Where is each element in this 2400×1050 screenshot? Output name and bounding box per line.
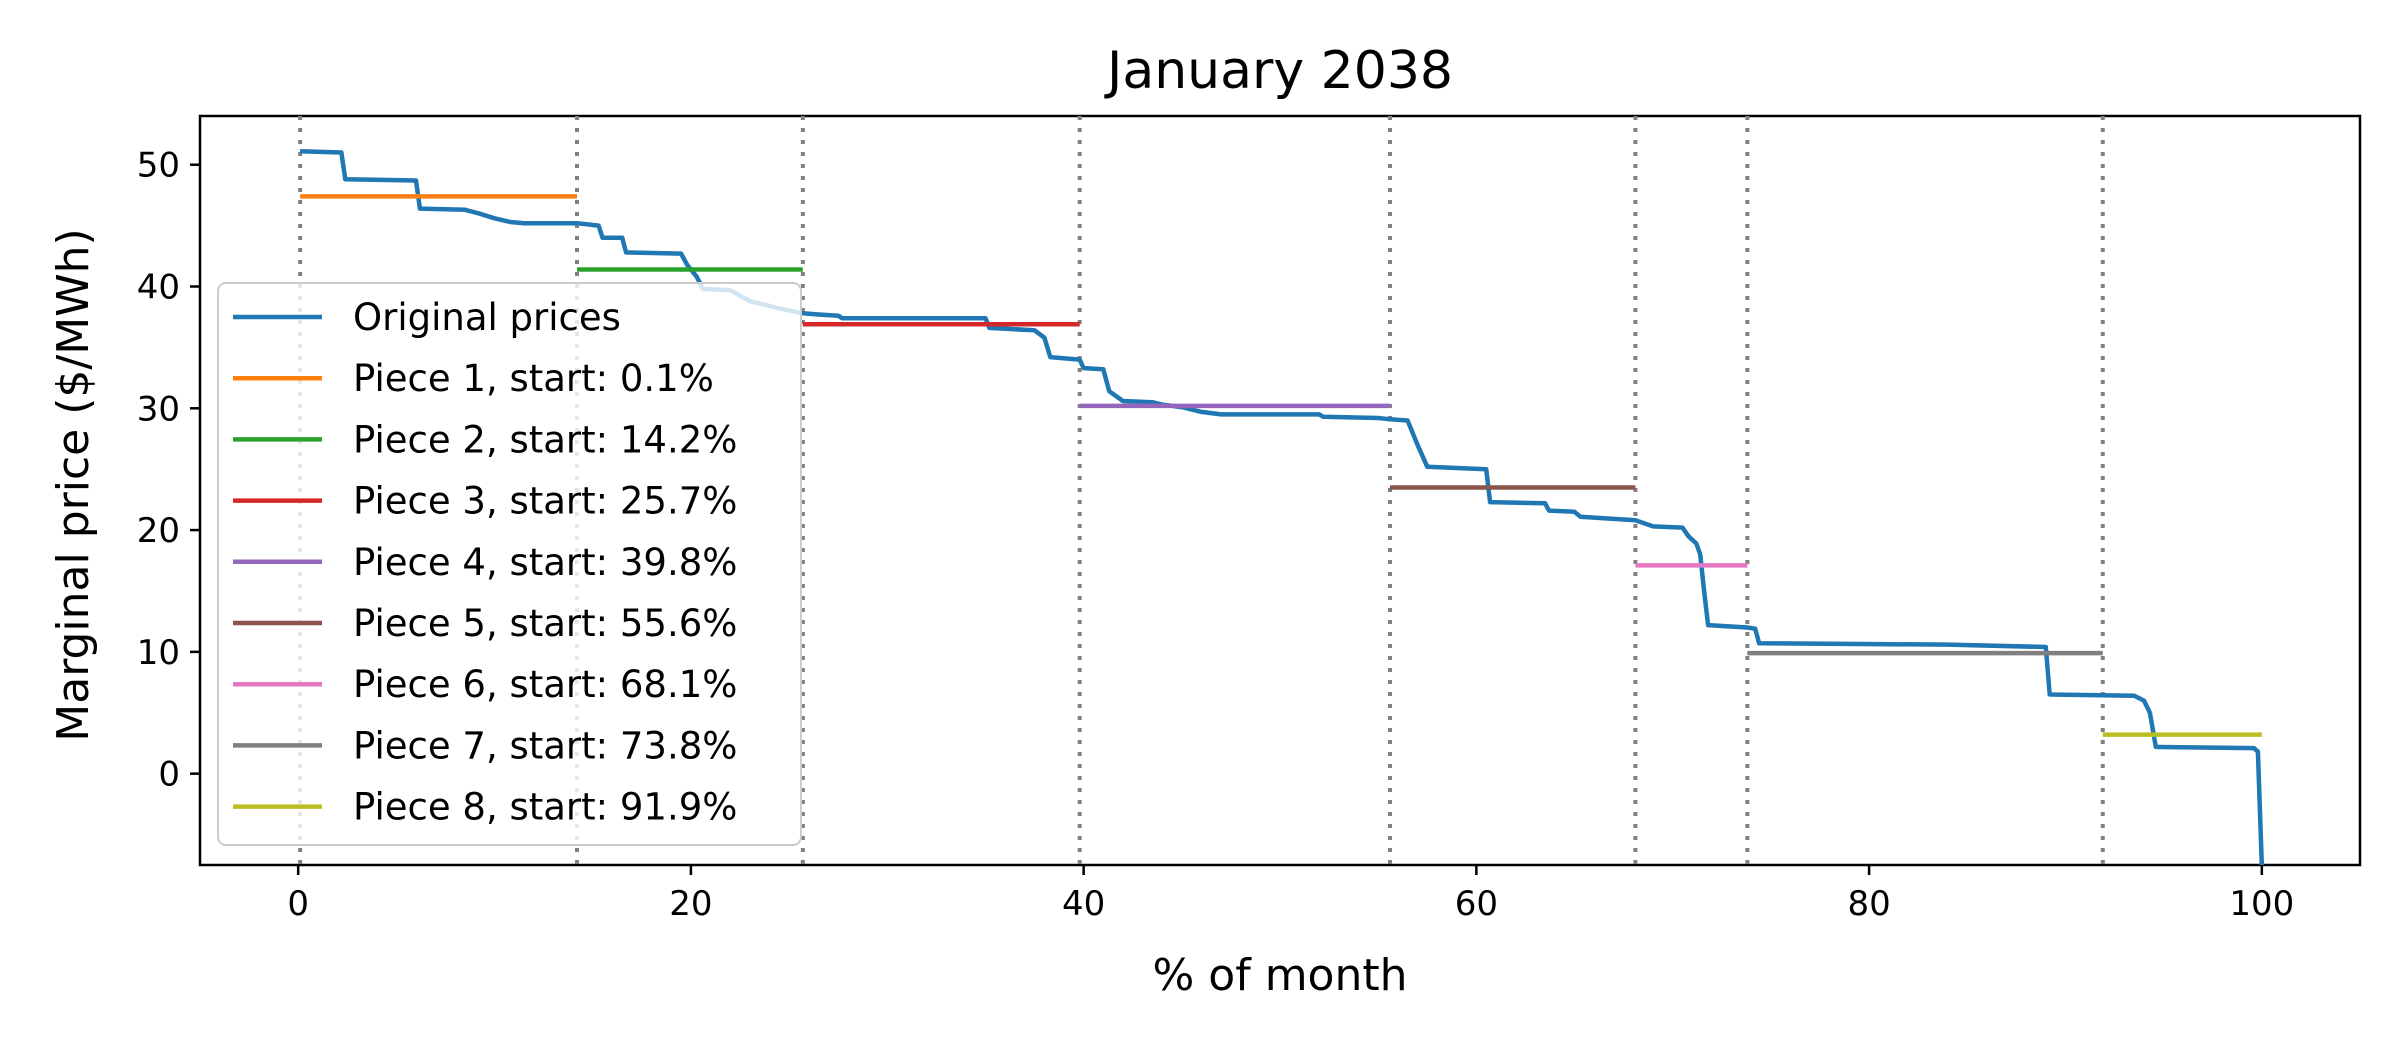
legend-label-6: Piece 6, start: 68.1% <box>353 663 737 706</box>
x-tick-label-0: 0 <box>287 884 309 924</box>
legend-label-4: Piece 4, start: 39.8% <box>353 541 737 584</box>
y-tick-label-20: 20 <box>137 511 180 551</box>
y-tick-label-10: 10 <box>137 633 180 673</box>
y-tick-label-0: 0 <box>158 755 180 795</box>
x-tick-label-40: 40 <box>1062 884 1105 924</box>
plot-area <box>198 114 2362 867</box>
y-axis-ticks: 0 10 20 30 40 50 <box>137 146 200 795</box>
y-tick-label-30: 30 <box>137 389 180 429</box>
legend: Original prices Piece 1, start: 0.1% Piece… <box>217 282 802 846</box>
legend-label-7: Piece 7, start: 73.8% <box>353 724 737 767</box>
chart-title: January 2038 <box>1104 41 1453 101</box>
x-axis-label: % of month <box>1153 950 1408 1001</box>
legend-label-2: Piece 2, start: 14.2% <box>353 418 737 461</box>
y-tick-label-40: 40 <box>137 268 180 308</box>
legend-box <box>217 282 802 846</box>
y-axis-label: Marginal price ($/MWh) <box>48 228 99 741</box>
legend-label-1: Piece 1, start: 0.1% <box>353 357 714 400</box>
x-axis-ticks: 0 20 40 60 80 100 <box>287 865 2294 924</box>
x-tick-label-80: 80 <box>1847 884 1890 924</box>
piece-segments <box>300 194 2262 737</box>
y-tick-label-50: 50 <box>137 146 180 186</box>
legend-label-0: Original prices <box>353 296 621 339</box>
legend-label-8: Piece 8, start: 91.9% <box>353 786 737 829</box>
x-tick-label-60: 60 <box>1455 884 1498 924</box>
x-tick-label-20: 20 <box>669 884 712 924</box>
plot-frame <box>198 114 2362 867</box>
legend-label-5: Piece 5, start: 55.6% <box>353 602 737 645</box>
legend-label-3: Piece 3, start: 25.7% <box>353 480 737 523</box>
x-tick-label-100: 100 <box>2229 884 2294 924</box>
